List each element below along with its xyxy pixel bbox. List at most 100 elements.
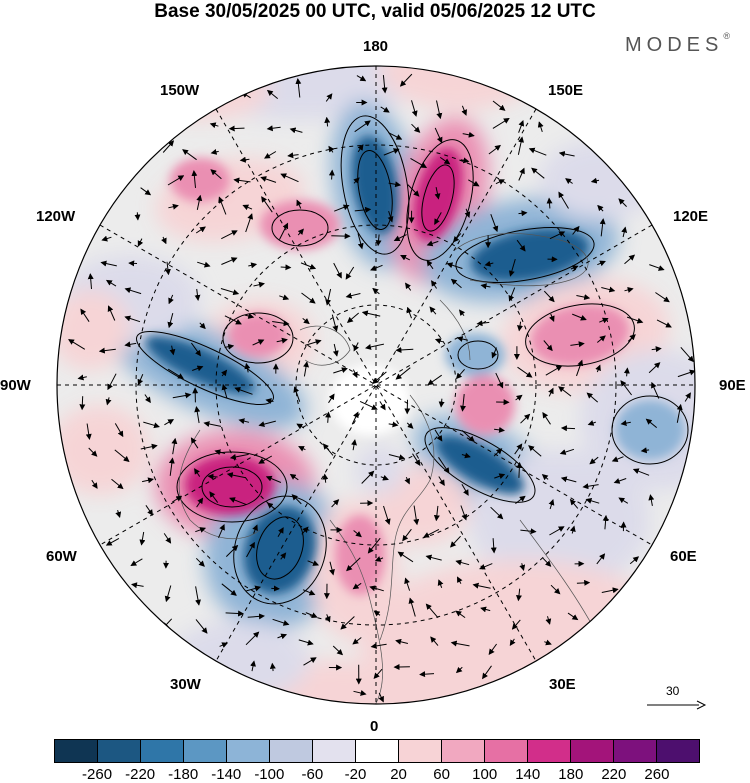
wind-vector bbox=[167, 368, 184, 379]
wind-vector bbox=[195, 226, 206, 234]
wind-vector bbox=[388, 181, 402, 188]
wind-vector bbox=[370, 642, 387, 649]
wind-vector bbox=[407, 184, 420, 197]
wind-vector bbox=[353, 177, 360, 184]
wind-vector bbox=[460, 394, 466, 412]
contour-line bbox=[222, 312, 294, 364]
contour-line bbox=[176, 451, 288, 523]
wind-vector bbox=[423, 528, 440, 538]
wind-vector bbox=[164, 585, 172, 603]
wind-vector bbox=[260, 176, 277, 183]
wind-vector bbox=[439, 156, 451, 165]
anomaly-shading bbox=[470, 228, 590, 282]
wind-vector bbox=[85, 423, 92, 440]
wind-vector bbox=[221, 230, 238, 240]
wind-vector bbox=[626, 316, 644, 324]
wind-vector bbox=[541, 474, 549, 481]
wind-vector bbox=[491, 347, 498, 359]
wind-vector bbox=[433, 505, 440, 522]
wind-vector bbox=[383, 148, 400, 156]
wind-vector bbox=[265, 475, 282, 483]
wind-vector bbox=[209, 491, 219, 503]
wind-vector bbox=[345, 292, 361, 299]
wind-vector bbox=[419, 671, 435, 678]
wind-vector bbox=[576, 359, 584, 377]
wind-vector bbox=[195, 586, 201, 606]
wind-vector bbox=[437, 579, 444, 588]
wind-vector bbox=[167, 175, 185, 186]
wind-vector bbox=[632, 468, 650, 476]
wind-vector bbox=[169, 345, 176, 356]
wind-vector bbox=[560, 425, 576, 432]
wind-vector bbox=[351, 411, 359, 425]
wind-vector bbox=[514, 443, 523, 455]
wind-vector bbox=[518, 119, 525, 133]
wind-vector bbox=[289, 127, 303, 134]
label-120e: 120E bbox=[673, 208, 709, 225]
wind-vector bbox=[353, 690, 367, 696]
wind-vector bbox=[296, 199, 302, 209]
wind-vector bbox=[494, 473, 506, 480]
wind-vector bbox=[531, 167, 545, 179]
coastline bbox=[454, 233, 589, 287]
wind-vector bbox=[380, 106, 390, 113]
anomaly-shading bbox=[170, 158, 230, 202]
wind-vector bbox=[515, 495, 526, 504]
wind-vector bbox=[195, 557, 205, 567]
wind-vector bbox=[405, 282, 412, 291]
wind-vector bbox=[279, 222, 289, 240]
wind-vector bbox=[395, 638, 409, 645]
colorbar-swatch bbox=[184, 740, 227, 762]
wind-vector bbox=[298, 446, 306, 452]
wind-vector bbox=[492, 100, 506, 111]
wind-vector bbox=[438, 398, 445, 408]
wind-vector bbox=[171, 437, 178, 455]
wind-vector bbox=[455, 666, 463, 674]
wind-vector bbox=[357, 144, 364, 153]
wind-vector bbox=[380, 474, 389, 481]
colorbar-swatch bbox=[399, 740, 442, 762]
wind-vector bbox=[325, 93, 333, 102]
wind-vector bbox=[613, 478, 627, 484]
wind-vector bbox=[528, 147, 547, 156]
wind-vector bbox=[545, 616, 552, 625]
wind-vector bbox=[587, 420, 596, 426]
wind-vector bbox=[560, 476, 577, 483]
wind-vector bbox=[411, 100, 418, 117]
wind-vector bbox=[280, 173, 299, 183]
wind-vector bbox=[279, 294, 290, 301]
wind-vector bbox=[509, 638, 516, 647]
wind-vector bbox=[140, 187, 152, 196]
wind-vector bbox=[404, 476, 410, 485]
wind-vector bbox=[543, 290, 555, 303]
wind-vector bbox=[137, 238, 144, 247]
colorbar-swatch bbox=[98, 740, 141, 762]
wind-vector bbox=[426, 240, 439, 247]
colorbar-tick-label: -180 bbox=[168, 766, 199, 783]
anomaly-shading bbox=[57, 405, 150, 495]
wind-vector bbox=[429, 306, 437, 315]
wind-vector bbox=[461, 105, 467, 116]
wind-vector bbox=[515, 394, 523, 401]
wind-vector bbox=[570, 341, 585, 348]
wind-vector bbox=[452, 233, 462, 243]
wind-vector bbox=[134, 212, 141, 221]
wind-vector bbox=[190, 437, 199, 449]
wind-vector bbox=[450, 535, 461, 548]
wind-vector bbox=[490, 538, 497, 554]
contour-line bbox=[201, 466, 263, 508]
wind-vector bbox=[370, 264, 383, 271]
colorbar-swatch bbox=[55, 740, 98, 762]
wind-vector bbox=[373, 668, 383, 679]
wind-vector bbox=[518, 210, 528, 217]
wind-vector bbox=[517, 321, 523, 332]
wind-vector bbox=[676, 403, 683, 423]
wind-vector bbox=[492, 117, 510, 129]
wind-vector bbox=[218, 523, 225, 538]
wind-vector bbox=[130, 558, 143, 567]
wind-vector bbox=[287, 152, 299, 159]
wind-vector bbox=[194, 288, 201, 301]
wind-vector bbox=[620, 380, 632, 396]
wind-vector bbox=[346, 312, 360, 324]
wind-vector bbox=[190, 342, 201, 357]
